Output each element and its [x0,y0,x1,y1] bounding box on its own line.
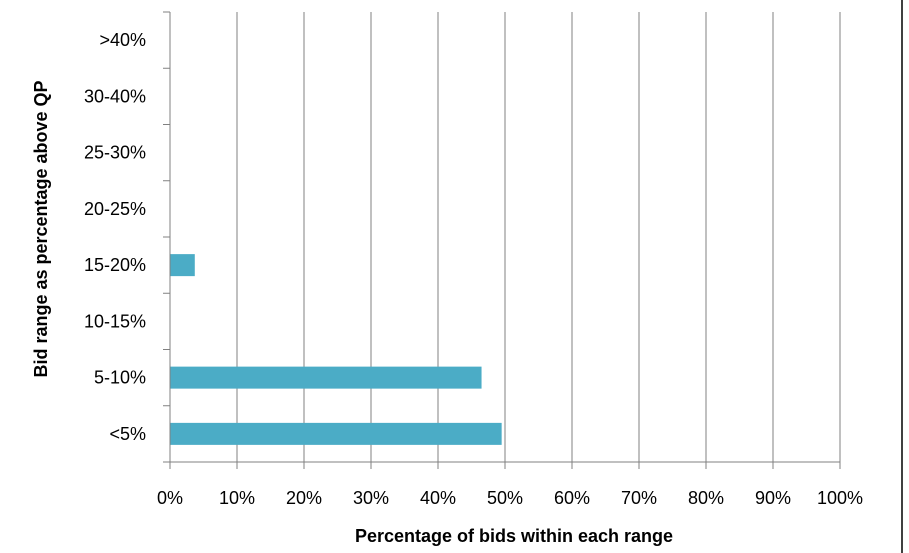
x-tick-label: 100% [817,488,863,508]
x-tick-label: 0% [157,488,183,508]
y-tick-label: <5% [109,424,146,444]
x-tick-label: 80% [688,488,724,508]
x-tick-label: 60% [554,488,590,508]
x-tick-label: 40% [420,488,456,508]
y-tick-label: 10-15% [84,311,146,331]
gridlines [236,12,841,462]
bars [170,254,502,445]
y-tick-label: 30-40% [84,86,146,106]
y-tick-label: 5-10% [94,368,146,388]
x-tick-label: 10% [219,488,255,508]
y-tick-label: 25-30% [84,143,146,163]
axes [163,11,841,469]
x-tick-label: 70% [621,488,657,508]
y-tick-label: >40% [99,30,146,50]
x-tick-label: 20% [286,488,322,508]
bar [170,422,502,445]
x-axis-title: Percentage of bids within each range [355,526,673,546]
x-tick-labels: 0% 10% 20% 30% 40% 50% 60% 70% 80% 90% 100% [157,488,863,508]
x-tick-label: 50% [487,488,523,508]
y-tick-label: 15-20% [84,255,146,275]
x-tick-label: 30% [353,488,389,508]
bar [170,254,195,277]
bar [170,366,482,389]
y-tick-labels: <5% 5-10% 10-15% 15-20% 20-25% 25-30% 30-40% >4… [84,30,146,444]
y-axis-title: Bid range as percentage above QP [31,80,51,377]
y-tick-label: 20-25% [84,199,146,219]
x-tick-label: 90% [755,488,791,508]
